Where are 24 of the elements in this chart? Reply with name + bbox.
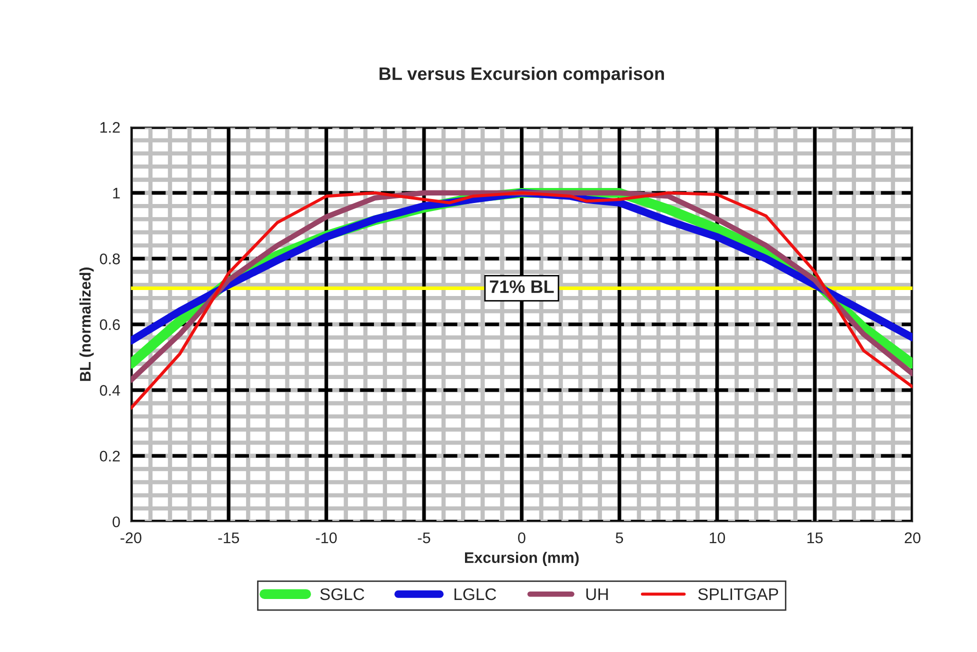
x-tick-label: 5 — [616, 532, 624, 544]
x-tick-label: -10 — [316, 532, 337, 544]
legend-label: SGLC — [320, 588, 364, 600]
x-tick-label: -15 — [218, 532, 240, 544]
x-axis-title: Excursion (mm) — [465, 552, 579, 566]
legend-label: LGLC — [454, 588, 496, 600]
y-tick-label: 0.2 — [100, 450, 120, 462]
x-tick-label: 20 — [904, 532, 920, 544]
y-tick-label: 0.4 — [100, 384, 120, 396]
x-tick-label: -5 — [418, 532, 430, 544]
y-axis-title: BL (normalized) — [79, 268, 94, 381]
chart-title: BL versus Excursion comparison — [380, 66, 664, 84]
ref-line-label: 71% BL — [490, 280, 554, 294]
y-tick-label: 0 — [112, 516, 120, 528]
y-tick-label: 0.8 — [100, 253, 120, 264]
y-tick-label: 1 — [113, 188, 120, 198]
legend-label: SPLITGAP — [698, 588, 778, 600]
x-tick-label: 10 — [710, 532, 726, 544]
x-tick-label: 15 — [807, 532, 823, 544]
x-tick-label: -20 — [120, 532, 142, 544]
legend-label: UH — [586, 588, 608, 600]
y-tick-label: 0.6 — [100, 319, 120, 330]
x-tick-label: 0 — [518, 532, 526, 544]
y-tick-label: 1.2 — [100, 122, 120, 133]
